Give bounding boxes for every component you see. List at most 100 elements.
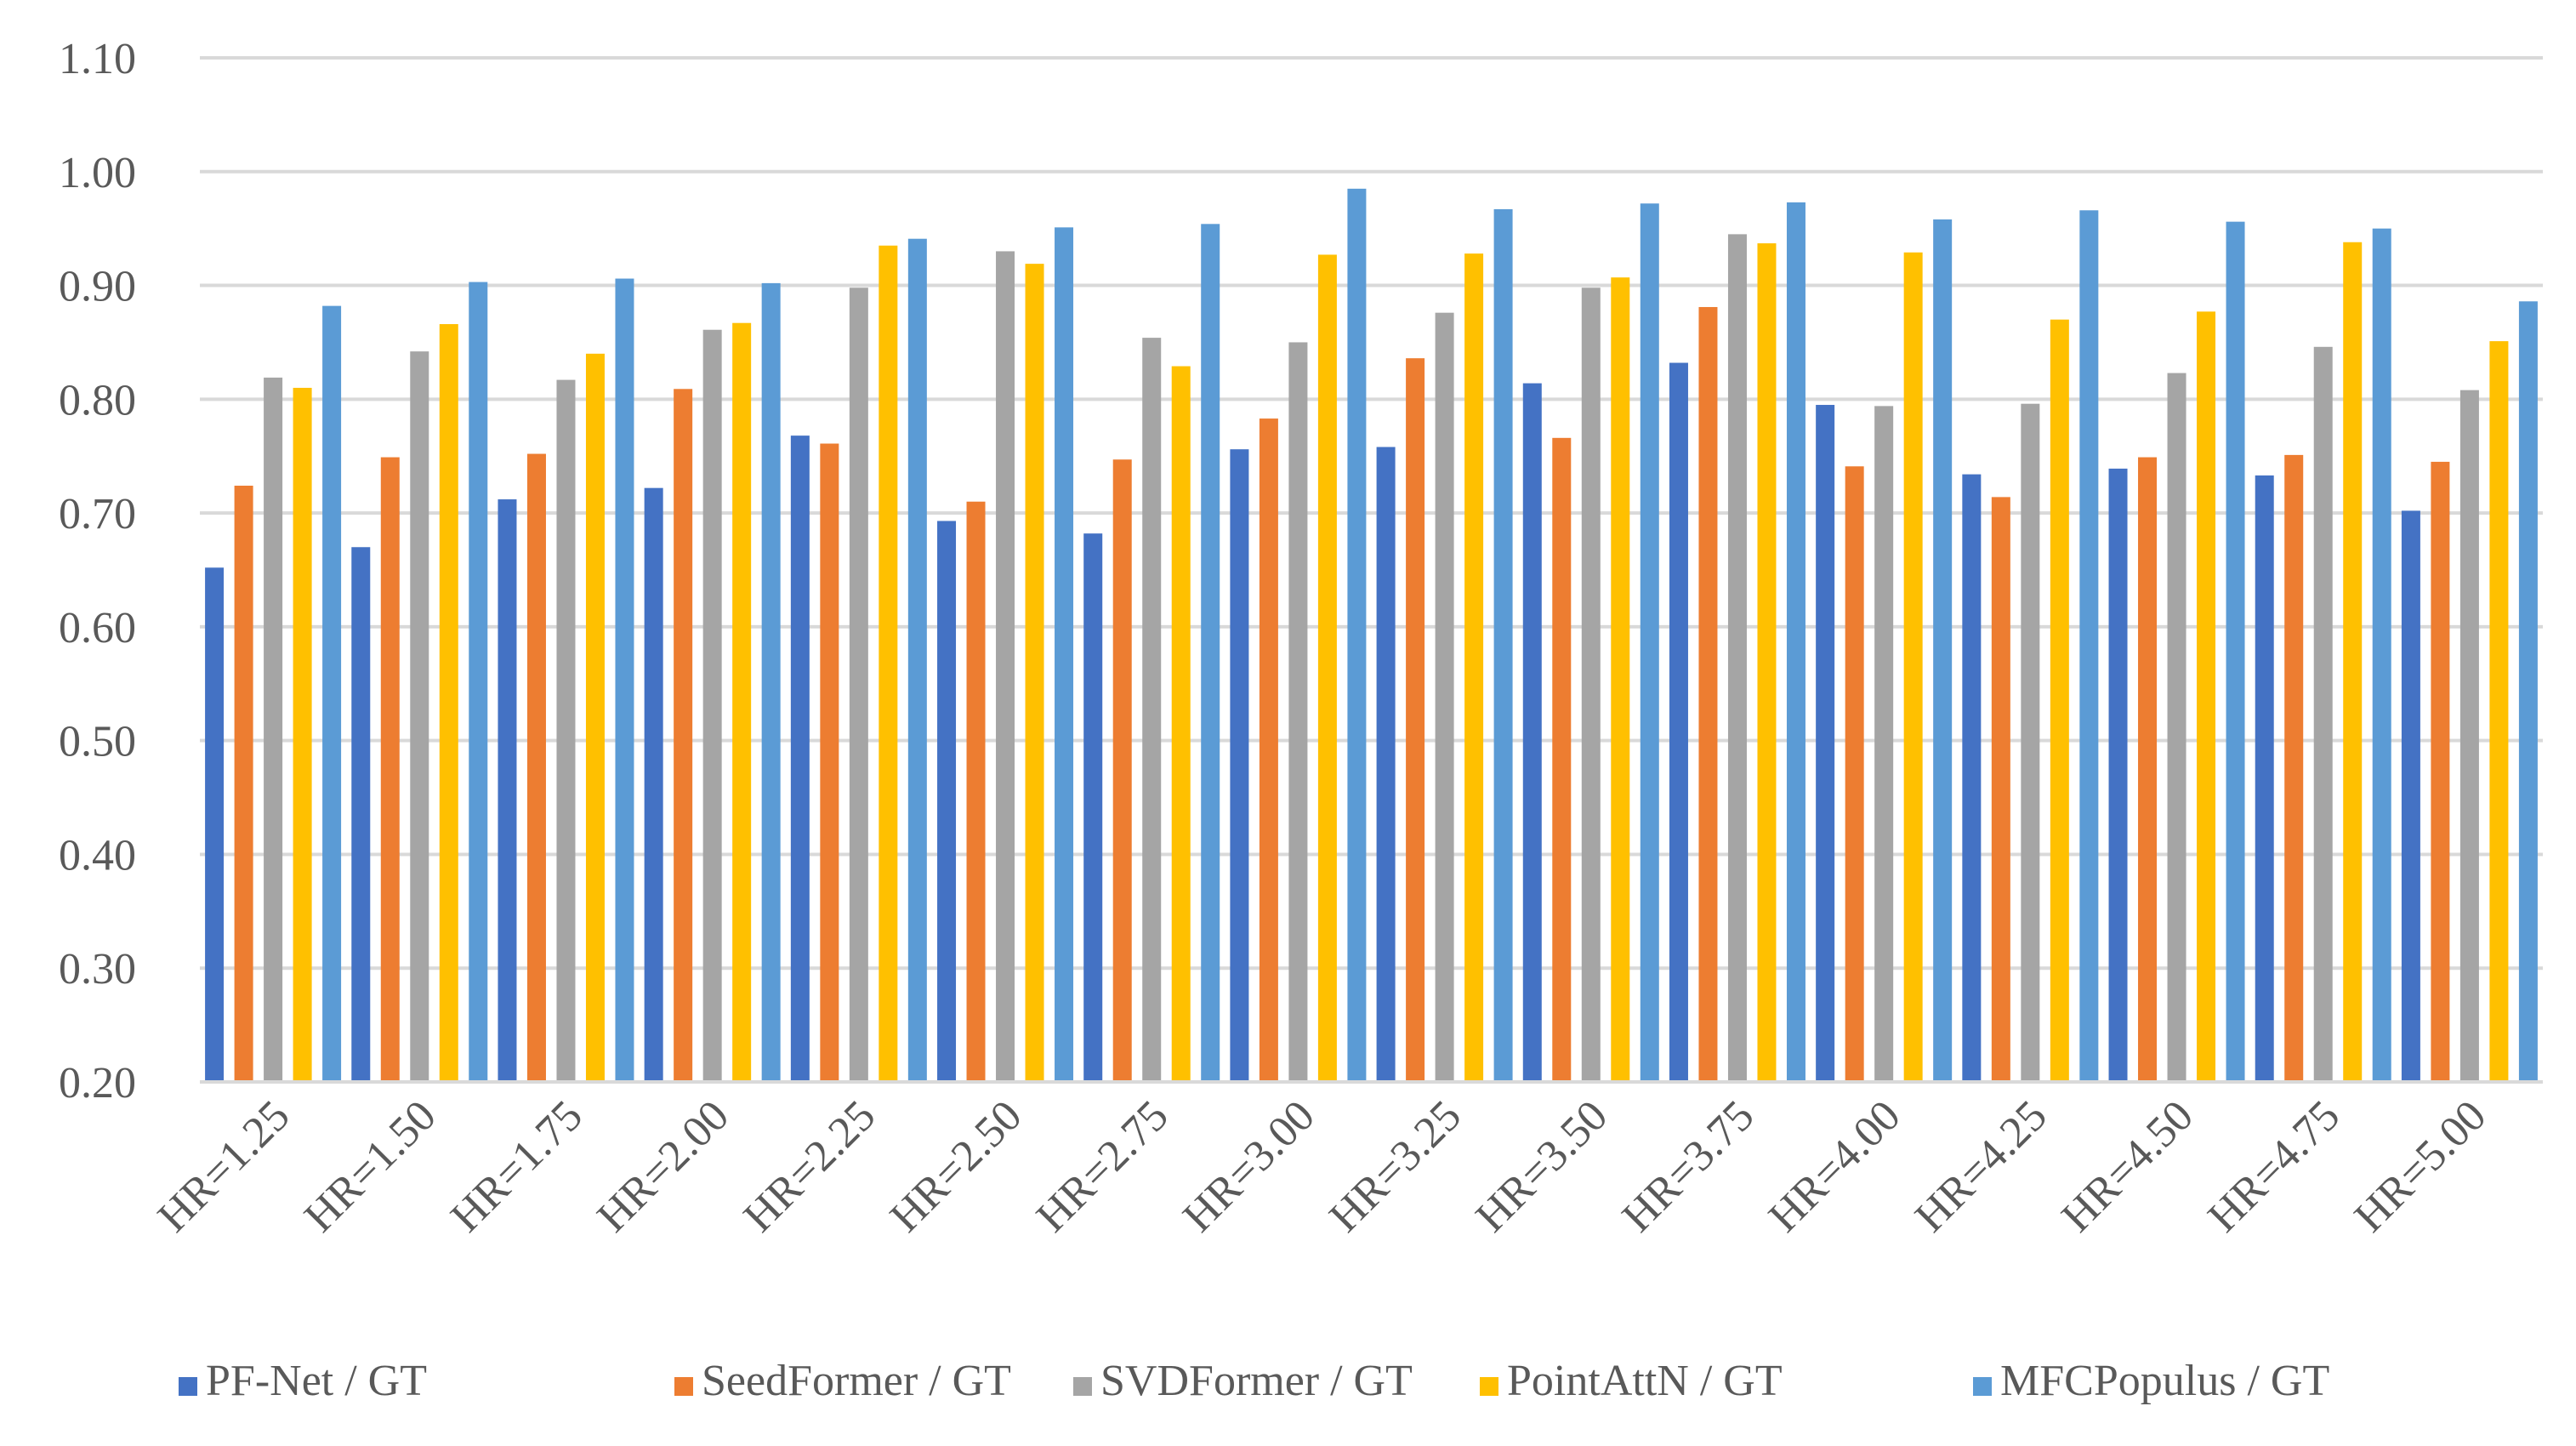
legend-swatch xyxy=(674,1377,693,1396)
bar-pointattn-hr3.50 xyxy=(1611,277,1630,1082)
legend-swatch xyxy=(1073,1377,1092,1396)
bar-pointattn-hr1.50 xyxy=(439,324,458,1082)
x-tick-label: HR=4.25 xyxy=(1906,1091,2056,1241)
bar-seedformer-hr1.50 xyxy=(380,457,400,1082)
bar-svdformer-hr4.25 xyxy=(2021,403,2040,1082)
bar-pointattn-hr4.50 xyxy=(2197,311,2216,1082)
bar-mfcpopulus-hr4.25 xyxy=(2079,210,2099,1083)
bar-pointattn-hr5.00 xyxy=(2489,341,2509,1082)
gridlines xyxy=(200,56,2543,971)
bar-svdformer-hr4.75 xyxy=(2313,346,2333,1083)
x-tick-label: HR=4.00 xyxy=(1760,1091,1909,1241)
y-tick-label: 0.70 xyxy=(59,490,136,538)
bar-pf-net-hr3.50 xyxy=(1522,383,1542,1082)
bar-svdformer-hr1.75 xyxy=(556,379,576,1082)
bar-svdformer-hr5.00 xyxy=(2459,390,2479,1082)
bar-pointattn-hr3.25 xyxy=(1464,253,1484,1082)
bar-pointattn-hr4.00 xyxy=(1903,252,1923,1082)
bar-seedformer-hr2.75 xyxy=(1112,459,1132,1082)
x-tick-label: HR=1.50 xyxy=(295,1091,445,1241)
bar-pf-net-hr1.50 xyxy=(351,547,371,1082)
x-tick-label: HR=3.75 xyxy=(1613,1091,1763,1241)
x-tick-label: HR=4.50 xyxy=(2053,1091,2203,1241)
bars xyxy=(205,188,2538,1083)
x-tick-label: HR=2.25 xyxy=(735,1091,884,1241)
bar-svdformer-hr3.50 xyxy=(1581,287,1601,1083)
bar-mfcpopulus-hr1.75 xyxy=(615,278,634,1082)
bar-pointattn-hr4.75 xyxy=(2343,242,2363,1083)
bar-pf-net-hr5.00 xyxy=(2401,510,2420,1082)
bar-pointattn-hr2.25 xyxy=(879,245,898,1082)
bar-pointattn-hr4.25 xyxy=(2050,319,2069,1082)
y-tick-label: 0.20 xyxy=(59,1059,136,1107)
x-tick-label: HR=3.00 xyxy=(1174,1091,1323,1241)
legend-label: MFCPopulus / GT xyxy=(2000,1357,2329,1405)
bar-seedformer-hr2.25 xyxy=(820,443,839,1082)
x-tick-label: HR=2.50 xyxy=(881,1091,1031,1241)
x-tick-label: HR=3.50 xyxy=(1467,1091,1617,1241)
bar-pointattn-hr1.75 xyxy=(585,353,605,1082)
bar-mfcpopulus-hr2.50 xyxy=(1055,227,1074,1083)
bar-seedformer-hr2.00 xyxy=(674,389,693,1082)
y-tick-label: 0.90 xyxy=(59,263,136,311)
bar-seedformer-hr4.75 xyxy=(2284,454,2304,1082)
bar-pf-net-hr2.00 xyxy=(644,487,663,1082)
bar-mfcpopulus-hr4.50 xyxy=(2226,221,2245,1082)
legend-swatch xyxy=(1480,1377,1498,1396)
legend-label: PF-Net / GT xyxy=(206,1357,427,1405)
bar-svdformer-hr4.50 xyxy=(2167,373,2186,1082)
bar-pf-net-hr4.25 xyxy=(1962,474,1982,1082)
x-tick-label: HR=1.25 xyxy=(149,1091,299,1241)
legend-label: PointAttN / GT xyxy=(1507,1357,1783,1405)
bar-svdformer-hr2.75 xyxy=(1142,338,1162,1082)
bar-mfcpopulus-hr2.00 xyxy=(761,282,781,1082)
x-tick-label: HR=2.00 xyxy=(589,1091,738,1241)
x-tick-label: HR=4.75 xyxy=(2199,1091,2349,1241)
bar-pointattn-hr3.75 xyxy=(1757,243,1777,1083)
bar-svdformer-hr1.50 xyxy=(410,351,429,1082)
y-tick-label: 0.40 xyxy=(59,831,136,880)
bar-mfcpopulus-hr1.50 xyxy=(469,282,488,1082)
bar-seedformer-hr1.75 xyxy=(526,453,546,1082)
bar-mfcpopulus-hr4.00 xyxy=(1933,219,1953,1082)
bar-svdformer-hr3.00 xyxy=(1288,342,1308,1082)
x-axis-ticks: HR=1.25HR=1.50HR=1.75HR=2.00HR=2.25HR=2.… xyxy=(149,1091,2495,1241)
bar-seedformer-hr1.25 xyxy=(234,486,253,1082)
x-tick-label: HR=2.75 xyxy=(1027,1091,1177,1241)
bar-svdformer-hr1.25 xyxy=(264,377,283,1083)
bar-pointattn-hr3.00 xyxy=(1317,254,1337,1082)
x-tick-label: HR=1.75 xyxy=(441,1091,591,1241)
bar-seedformer-hr4.00 xyxy=(1845,466,1864,1082)
legend-swatch xyxy=(1973,1377,1992,1396)
y-tick-label: 0.60 xyxy=(59,604,136,652)
bar-mfcpopulus-hr4.75 xyxy=(2372,228,2391,1083)
bar-pf-net-hr3.75 xyxy=(1669,362,1688,1083)
bar-mfcpopulus-hr5.00 xyxy=(2518,301,2538,1083)
y-tick-label: 0.80 xyxy=(59,376,136,424)
bar-pointattn-hr2.75 xyxy=(1171,366,1191,1082)
y-tick-label: 1.00 xyxy=(59,149,136,197)
bar-pf-net-hr4.50 xyxy=(2108,468,2128,1082)
bar-svdformer-hr3.75 xyxy=(1727,234,1747,1082)
legend: PF-Net / GT SeedFormer / GT SVDFormer / GT… xyxy=(179,1357,2329,1405)
bar-svdformer-hr2.00 xyxy=(702,329,722,1082)
bar-seedformer-hr4.25 xyxy=(1991,497,2010,1082)
y-axis-ticks: 0.20 0.30 0.40 0.50 0.60 0.70 0.80 0.90 1.00 1.10 xyxy=(59,35,136,1107)
bar-mfcpopulus-hr3.00 xyxy=(1347,188,1367,1082)
bar-mfcpopulus-hr2.75 xyxy=(1201,224,1220,1082)
bar-pf-net-hr2.50 xyxy=(937,521,957,1082)
bar-svdformer-hr3.25 xyxy=(1435,312,1454,1082)
bar-seedformer-hr3.25 xyxy=(1406,358,1425,1082)
bar-pf-net-hr1.25 xyxy=(205,567,225,1082)
bar-pf-net-hr3.00 xyxy=(1230,449,1249,1082)
bar-pf-net-hr3.25 xyxy=(1376,447,1396,1082)
y-tick-label: 1.10 xyxy=(59,35,136,83)
bar-mfcpopulus-hr1.25 xyxy=(322,305,342,1082)
bar-mfcpopulus-hr3.50 xyxy=(1640,203,1659,1082)
bar-svdformer-hr2.50 xyxy=(996,251,1015,1082)
bar-seedformer-hr2.50 xyxy=(966,501,986,1082)
x-tick-label: HR=3.25 xyxy=(1321,1091,1470,1241)
y-tick-label: 0.30 xyxy=(59,945,136,993)
bar-pointattn-hr2.50 xyxy=(1025,264,1044,1082)
